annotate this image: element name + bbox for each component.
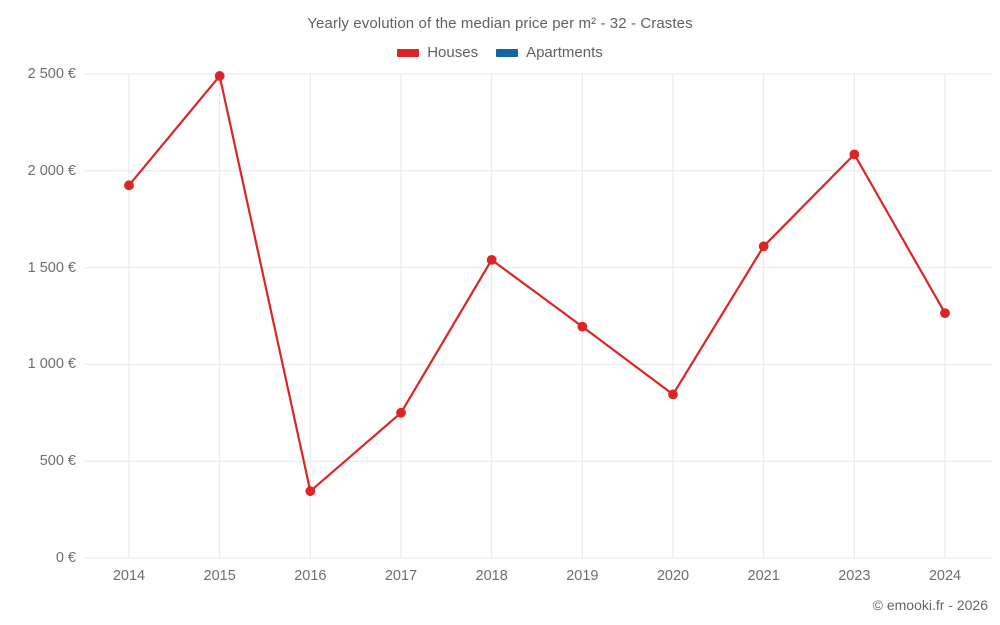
- y-tick-label: 2 500 €: [27, 66, 76, 82]
- x-tick-label: 2018: [475, 568, 508, 584]
- data-point-houses[interactable]: [486, 254, 497, 265]
- footer-credit: © emooki.fr - 2026: [872, 597, 988, 613]
- data-point-houses[interactable]: [396, 407, 406, 418]
- y-tick-label: 0 €: [55, 550, 76, 566]
- data-point-houses[interactable]: [758, 241, 769, 252]
- legend-item-houses[interactable]: Houses: [397, 44, 478, 61]
- plot-area: [85, 71, 993, 559]
- data-point-houses[interactable]: [577, 321, 588, 332]
- data-point-houses[interactable]: [305, 486, 316, 497]
- x-tick-label: 2014: [112, 568, 146, 584]
- chart-title: Yearly evolution of the median price per…: [307, 15, 693, 32]
- x-tick-label: 2023: [838, 568, 871, 584]
- data-point-houses[interactable]: [124, 180, 134, 191]
- legend-swatch-apartments: [496, 48, 519, 57]
- y-tick-label: 500 €: [39, 453, 76, 470]
- legend-swatch-houses: [397, 48, 420, 57]
- legend-label-houses: Houses: [427, 44, 479, 61]
- series-line-houses: [127, 74, 947, 493]
- legend-label-apartments: Apartments: [526, 44, 603, 61]
- y-tick-label: 2 000 €: [27, 162, 76, 179]
- y-axis-tick-labels: 0 € 500 € 1 000 € 1 500 € 2 000 € 2 500 €: [0, 0, 76, 625]
- data-point-houses[interactable]: [214, 71, 225, 81]
- x-tick-label: 2015: [203, 568, 236, 584]
- data-point-houses[interactable]: [940, 308, 950, 319]
- legend-item-apartments[interactable]: Apartments: [496, 44, 603, 61]
- x-tick-label: 2019: [566, 568, 599, 584]
- y-tick-label: 1 000 €: [27, 356, 76, 373]
- line-chart-svg: [85, 71, 993, 559]
- data-point-houses[interactable]: [668, 389, 678, 400]
- x-tick-label: 2016: [294, 568, 327, 584]
- data-point-houses[interactable]: [849, 149, 860, 160]
- x-tick-label: 2017: [384, 568, 418, 584]
- y-tick-label: 1 500 €: [27, 259, 76, 276]
- x-tick-label: 2021: [747, 568, 780, 584]
- x-tick-label: 2020: [656, 568, 690, 584]
- x-tick-label: 2024: [928, 568, 962, 584]
- chart-legend: Houses Apartments: [0, 44, 1000, 61]
